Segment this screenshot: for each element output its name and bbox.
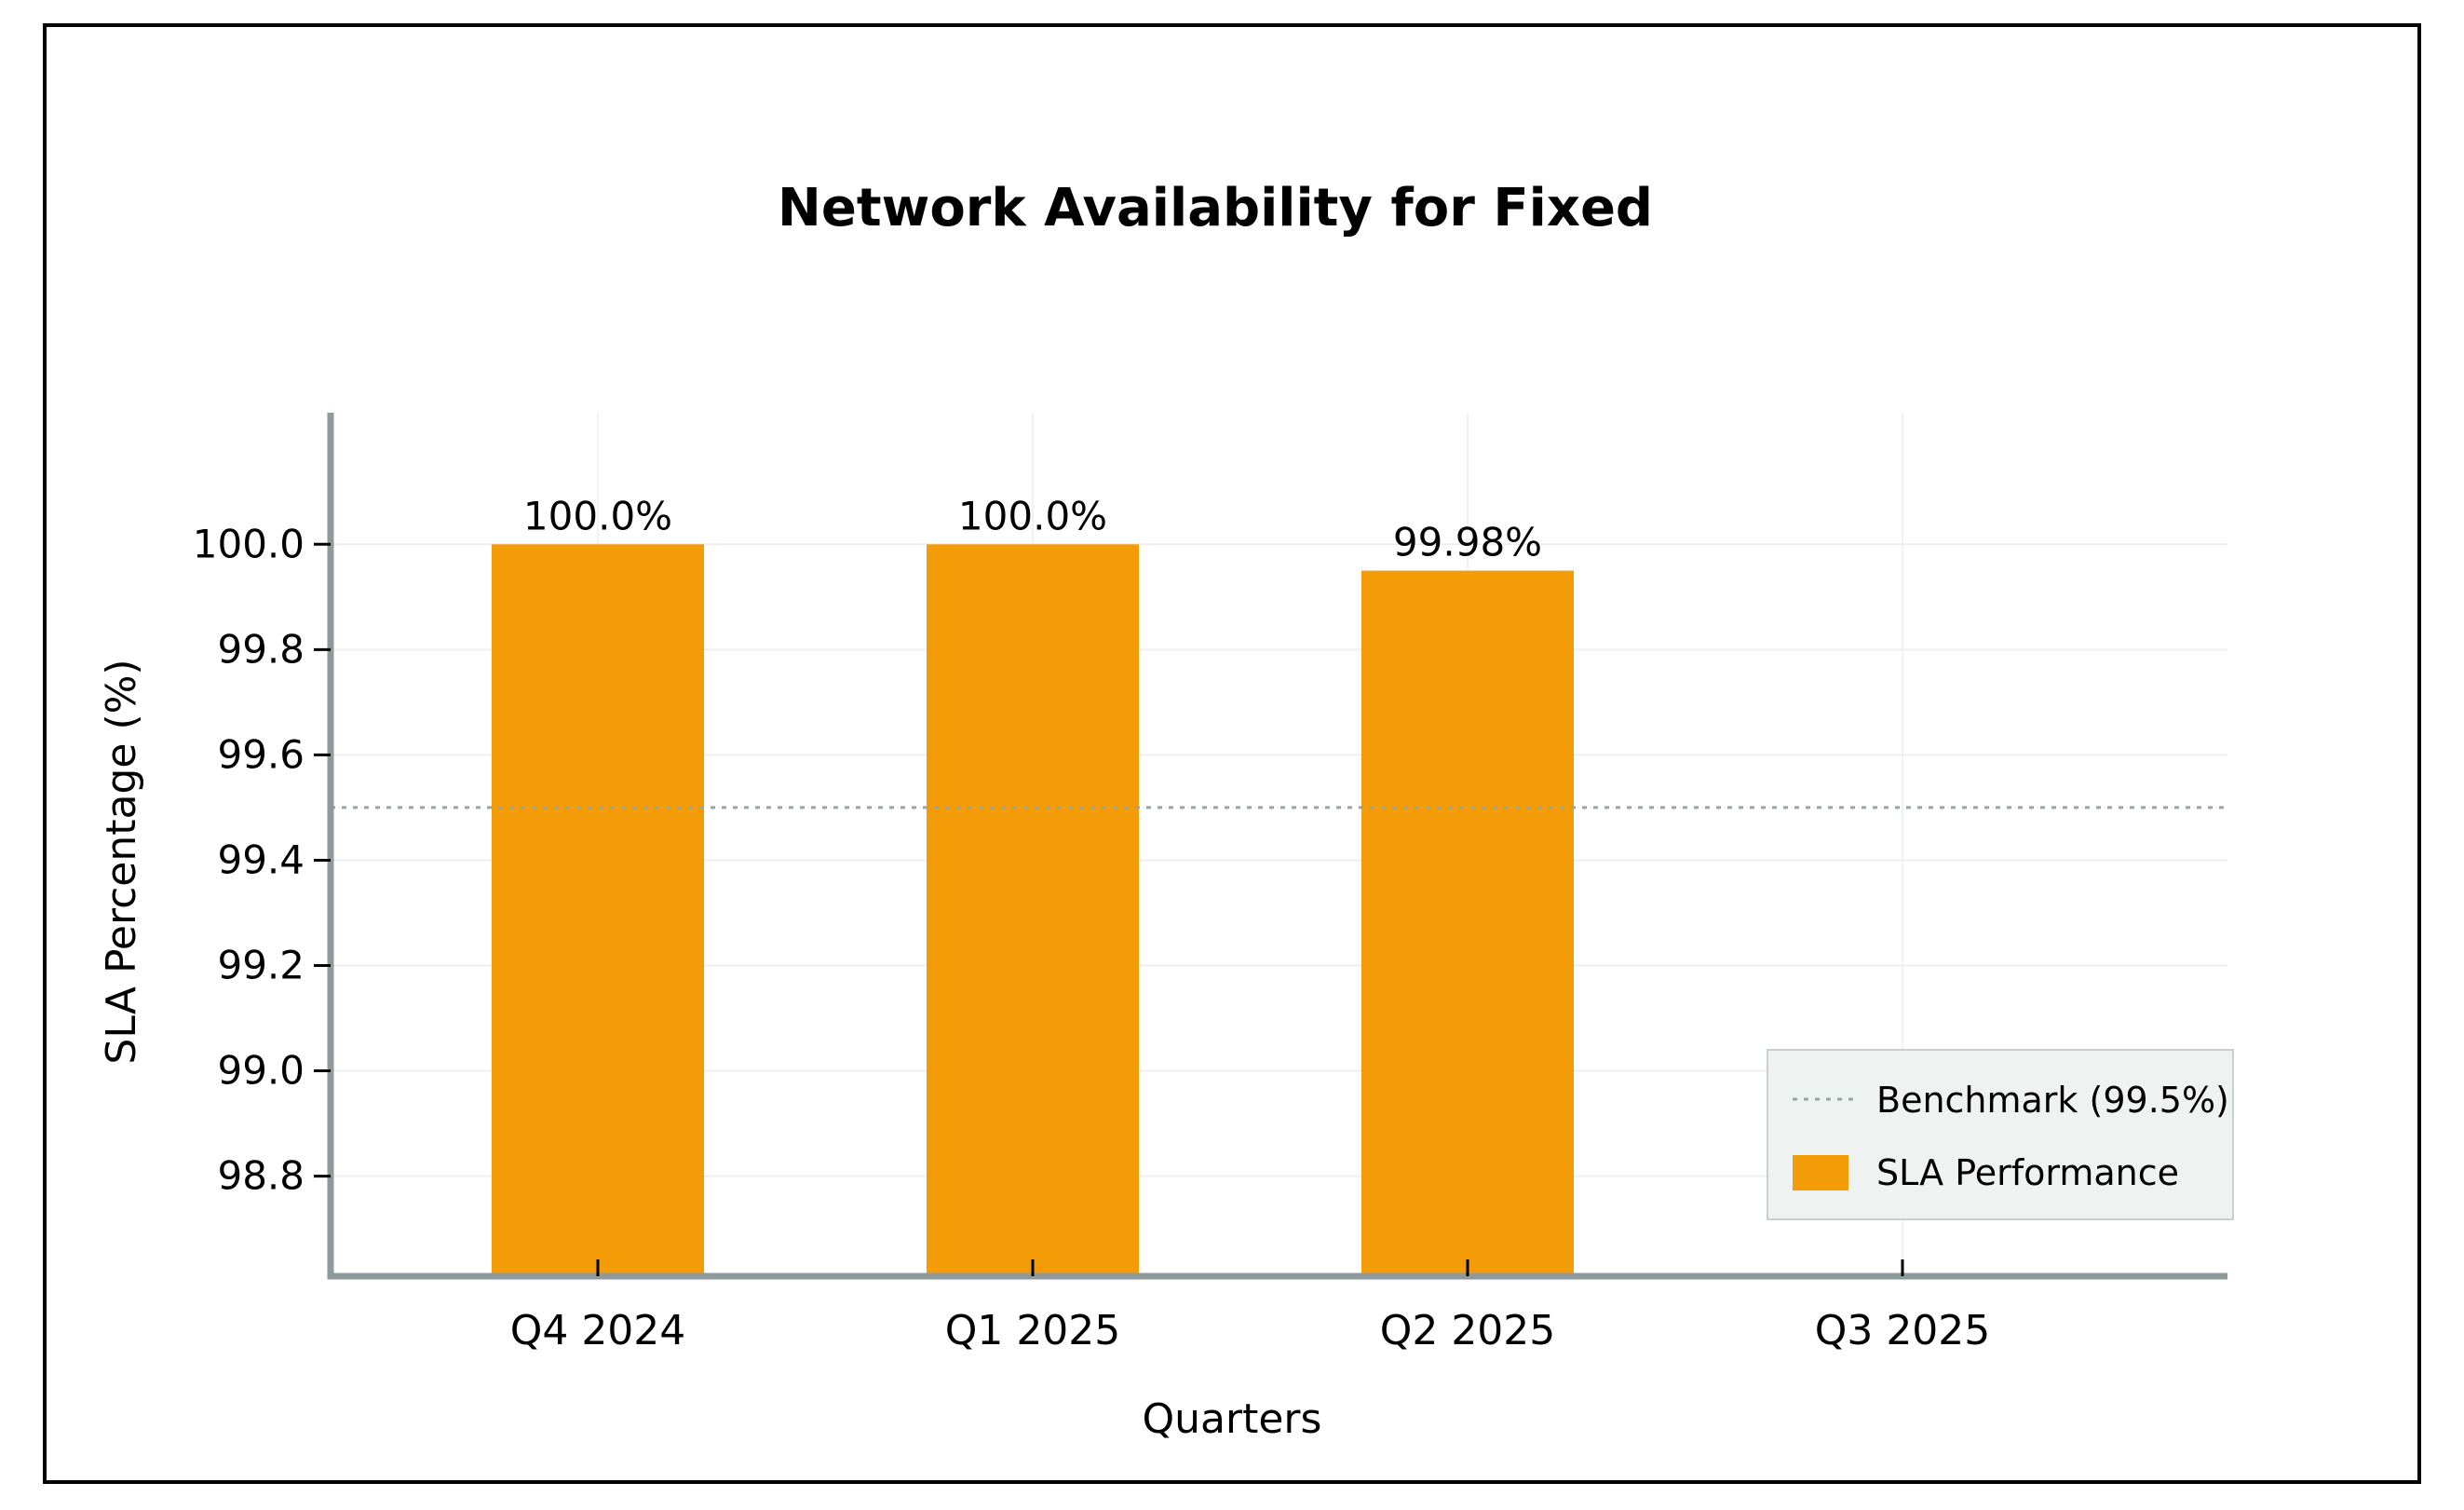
y-tick-label: 99.6 <box>217 731 305 777</box>
y-tick-label: 100.0 <box>193 521 305 566</box>
y-axis-ticks: 98.8 99.0 99.2 99.4 99.6 99.8 100.0 <box>193 521 331 1199</box>
legend-sla-label: SLA Performance <box>1876 1152 2179 1193</box>
x-tick-label: Q2 2025 <box>1380 1307 1556 1354</box>
bar-q4-2024 <box>492 544 704 1276</box>
y-tick-label: 99.2 <box>217 943 305 988</box>
x-axis-label: Quarters <box>1143 1395 1322 1443</box>
legend: Benchmark (99.5%) SLA Performance <box>1767 1049 2234 1220</box>
x-tick-label: Q4 2024 <box>510 1307 686 1354</box>
y-axis-label: SLA Percentage (%) <box>98 659 145 1064</box>
bar-q1-2025 <box>927 544 1139 1276</box>
bar-q2-2025 <box>1361 570 1574 1276</box>
x-axis-ticks: Q4 2024 Q1 2025 Q2 2025 Q3 2025 <box>510 1259 1991 1354</box>
legend-benchmark-label: Benchmark (99.5%) <box>1876 1080 2229 1121</box>
y-tick-label: 99.0 <box>217 1048 305 1094</box>
x-tick-label: Q3 2025 <box>1815 1307 1991 1354</box>
x-tick-label: Q1 2025 <box>945 1307 1121 1354</box>
bar-data-label: 100.0% <box>958 493 1107 538</box>
y-tick-label: 99.4 <box>217 837 305 882</box>
chart-frame <box>43 23 2421 1484</box>
y-tick-label: 99.8 <box>217 626 305 672</box>
legend-sla-swatch <box>1793 1155 1848 1190</box>
bar-data-label: 100.0% <box>523 493 672 538</box>
axes <box>327 413 2227 1280</box>
legend-box <box>1767 1049 2234 1220</box>
chart-title: Network Availability for Fixed <box>778 178 1653 238</box>
bar-data-label: 99.98% <box>1393 520 1542 565</box>
y-tick-label: 98.8 <box>217 1153 305 1199</box>
bars: 100.0% 100.0% 99.98% <box>492 493 1574 1276</box>
